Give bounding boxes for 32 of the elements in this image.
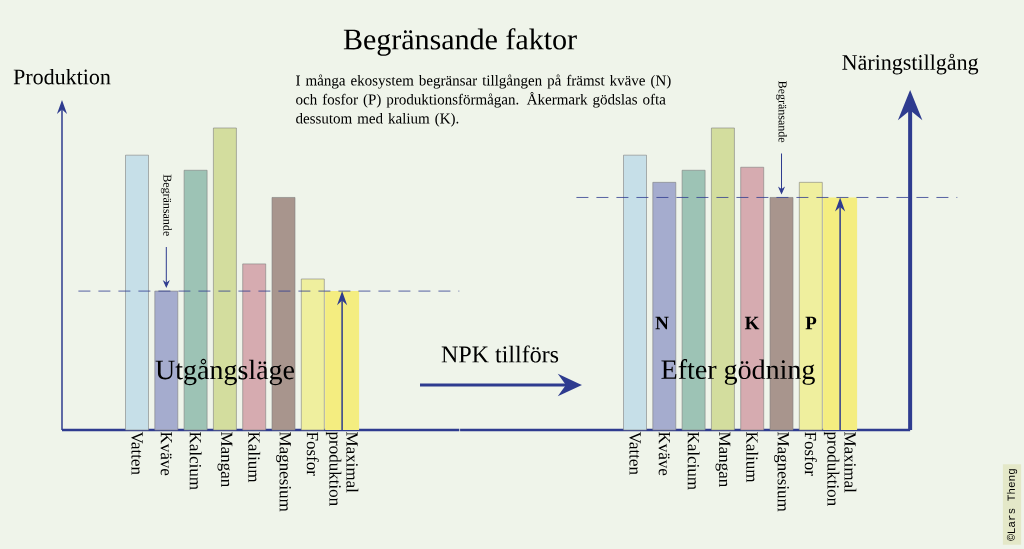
annotation: Begränsande xyxy=(160,174,172,236)
x-tick-label: Mangan xyxy=(217,432,233,487)
bar xyxy=(125,154,149,431)
bar xyxy=(301,278,325,431)
annotation: Utgångsläge xyxy=(155,358,295,386)
x-tick-label: Kväve xyxy=(658,432,670,476)
annotation: K xyxy=(744,316,760,330)
x-tick-label: Mangan xyxy=(715,432,731,487)
x-tick-label: Kalcium xyxy=(687,432,700,490)
x-tick-label: Kalcium xyxy=(189,432,202,490)
y-axis-title: Produktion xyxy=(13,68,111,85)
text: Begränsande faktor xyxy=(343,28,577,56)
x-tick-label: Kalium xyxy=(248,432,261,483)
y-axis-title: Näringstillgång xyxy=(842,53,979,75)
x-tick-label: Fosfor xyxy=(306,432,319,476)
annotation: N xyxy=(655,316,669,330)
annotation: Efter gödning xyxy=(661,359,815,385)
text: NPK tillförs xyxy=(441,345,559,363)
x-tick-label: Kalium xyxy=(746,432,759,483)
annotation: Begränsande xyxy=(776,81,787,143)
x-tick-label: Vatten xyxy=(131,431,143,475)
bar xyxy=(623,154,647,431)
x-tick-label: Magnesium xyxy=(276,432,291,512)
text: I många ekosystem begränsar tillgången på främst kväve (N) och fosfor (P) produktionsförmågan. Åkermark gödslas ofta dessutom med kalium (K). xyxy=(296,74,671,127)
annotation: P xyxy=(805,316,817,330)
x-tick-label: Maximal produktion xyxy=(325,431,359,506)
x-tick-label: Kväve xyxy=(160,432,172,476)
text: ©Lars Theng xyxy=(1006,469,1018,541)
x-tick-label: Vatten xyxy=(629,431,641,475)
x-tick-label: Fosfor xyxy=(804,432,817,476)
x-tick-label: Maximal produktion xyxy=(823,431,857,506)
x-tick-label: Magnesium xyxy=(774,432,789,512)
